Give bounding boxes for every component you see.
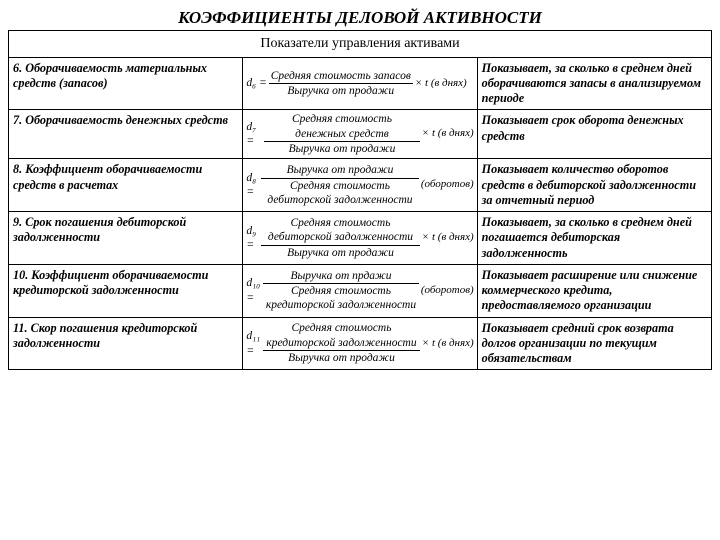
formula-variable: d₁₀ = [246, 276, 261, 305]
indicator-description: Показывает, за сколько в среднем дней по… [477, 212, 711, 265]
formula-fraction: Средняя стоимость денежных средствВыручк… [264, 112, 420, 156]
indicator-name: 11. Скор погашения кредиторской задолжен… [9, 317, 243, 370]
indicator-formula: d₁₁ =Средняя стоимость кредиторской задо… [243, 317, 477, 370]
indicator-formula: d₇ =Средняя стоимость денежных средствВы… [243, 110, 477, 159]
table-subtitle: Показатели управления активами [9, 31, 712, 58]
fraction-denominator: Выручка от продажи [263, 351, 420, 365]
indicator-name: 8. Коэффициент оборачиваемости средств в… [9, 159, 243, 212]
indicator-description: Показывает количество оборотов средств в… [477, 159, 711, 212]
formula-fraction: Выручка от прдажиСредняя стоимость креди… [263, 269, 419, 313]
indicator-name: 7. Оборачиваемость денежных средств [9, 110, 243, 159]
formula-unit: (оборотов) [421, 284, 474, 298]
table-row: 8. Коэффициент оборачиваемости средств в… [9, 159, 712, 212]
formula-variable: d₆ = [246, 76, 266, 90]
indicator-name: 9. Срок погашения дебиторской задолженно… [9, 212, 243, 265]
fraction-numerator: Выручка от прдажи [263, 269, 419, 284]
formula-unit: × t (в днях) [422, 231, 474, 245]
fraction-denominator: Средняя стоимость дебиторской задолженно… [261, 179, 419, 208]
indicator-formula: d₉ =Средняя стоимость дебиторской задолж… [243, 212, 477, 265]
formula-fraction: Средняя стоимость дебиторской задолженно… [261, 216, 420, 260]
coefficients-table: Показатели управления активами 6. Оборач… [8, 30, 712, 370]
table-row: 10. Коэффициент оборачиваемости кредитор… [9, 264, 712, 317]
formula-fraction: Средняя стоимость запасовВыручка от прод… [269, 69, 413, 99]
indicator-description: Показывает срок оборота денежных средств [477, 110, 711, 159]
fraction-numerator: Средняя стоимость запасов [269, 69, 413, 84]
indicator-formula: d₆ =Средняя стоимость запасовВыручка от … [243, 57, 477, 110]
indicator-description: Показывает, за сколько в среднем дней об… [477, 57, 711, 110]
indicator-description: Показывает средний срок возврата долгов … [477, 317, 711, 370]
fraction-numerator: Средняя стоимость денежных средств [264, 112, 420, 142]
indicator-name: 6. Оборачиваемость материальных средств … [9, 57, 243, 110]
formula-variable: d₈ = [246, 171, 259, 200]
formula-unit: × t (в днях) [415, 77, 467, 91]
formula-unit: × t (в днях) [422, 337, 474, 351]
fraction-numerator: Выручка от продажи [261, 163, 419, 178]
table-row: 7. Оборачиваемость денежных средствd₇ =С… [9, 110, 712, 159]
formula-fraction: Выручка от продажиСредняя стоимость деби… [261, 163, 419, 207]
indicator-formula: d₈ =Выручка от продажиСредняя стоимость … [243, 159, 477, 212]
fraction-denominator: Выручка от продажи [261, 246, 420, 260]
indicator-description: Показывает расширение или снижение комме… [477, 264, 711, 317]
formula-unit: × t (в днях) [422, 127, 474, 141]
table-row: 6. Оборачиваемость материальных средств … [9, 57, 712, 110]
fraction-denominator: Средняя стоимость кредиторской задолженн… [263, 284, 419, 313]
table-row: 11. Скор погашения кредиторской задолжен… [9, 317, 712, 370]
indicator-formula: d₁₀ =Выручка от прдажиСредняя стоимость … [243, 264, 477, 317]
formula-unit: (оборотов) [421, 178, 474, 192]
fraction-denominator: Выручка от продажи [264, 142, 420, 156]
indicator-name: 10. Коэффициент оборачиваемости кредитор… [9, 264, 243, 317]
fraction-denominator: Выручка от продажи [269, 84, 413, 98]
fraction-numerator: Средняя стоимость дебиторской задолженно… [261, 216, 420, 246]
formula-fraction: Средняя стоимость кредиторской задолженн… [263, 321, 420, 365]
formula-variable: d₁₁ = [246, 329, 261, 358]
formula-variable: d₉ = [246, 224, 259, 253]
page-title: КОЭФФИЦИЕНТЫ ДЕЛОВОЙ АКТИВНОСТИ [8, 8, 712, 28]
formula-variable: d₇ = [246, 120, 262, 149]
fraction-numerator: Средняя стоимость кредиторской задолженн… [263, 321, 420, 351]
table-row: 9. Срок погашения дебиторской задолженно… [9, 212, 712, 265]
